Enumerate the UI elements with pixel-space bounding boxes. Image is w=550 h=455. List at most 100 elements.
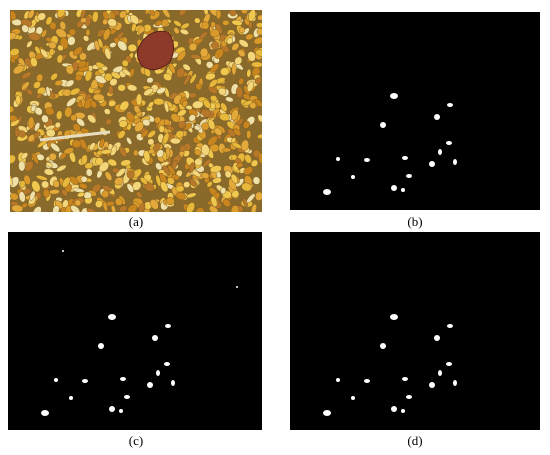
kernel bbox=[250, 159, 259, 167]
kernel bbox=[231, 190, 240, 199]
kernel bbox=[45, 16, 53, 26]
kernel bbox=[18, 191, 26, 203]
kernel bbox=[66, 97, 77, 107]
kernel bbox=[242, 93, 251, 101]
kernel bbox=[210, 196, 218, 207]
kernel bbox=[201, 108, 211, 118]
kernel bbox=[241, 10, 248, 15]
kernel bbox=[189, 178, 197, 187]
kernel bbox=[242, 100, 253, 107]
kernel bbox=[156, 149, 164, 158]
kernel bbox=[183, 74, 191, 86]
kernel bbox=[90, 100, 98, 109]
kernel bbox=[63, 147, 74, 155]
kernel bbox=[101, 65, 108, 72]
kernel bbox=[141, 129, 149, 138]
kernel bbox=[256, 28, 262, 36]
blob bbox=[390, 93, 398, 99]
kernel bbox=[108, 85, 114, 95]
kernel bbox=[189, 73, 197, 84]
kernel bbox=[220, 67, 230, 76]
blob bbox=[406, 395, 412, 399]
kernel bbox=[201, 144, 210, 156]
kernel bbox=[142, 118, 151, 127]
kernel bbox=[36, 175, 48, 181]
kernel bbox=[257, 114, 262, 123]
kernel bbox=[210, 63, 220, 73]
kernel bbox=[257, 133, 262, 139]
kernel bbox=[80, 127, 90, 135]
kernel bbox=[114, 177, 124, 186]
kernel bbox=[205, 72, 216, 81]
kernel bbox=[117, 40, 128, 52]
kernel bbox=[109, 78, 118, 87]
kernel bbox=[214, 48, 224, 59]
kernel bbox=[83, 191, 92, 199]
kernel bbox=[153, 98, 165, 106]
kernel bbox=[122, 68, 132, 77]
kernel bbox=[102, 28, 111, 41]
kernel bbox=[230, 205, 240, 212]
kernel bbox=[54, 121, 61, 129]
kernel bbox=[27, 10, 35, 19]
kernel bbox=[211, 41, 220, 50]
kernel bbox=[56, 10, 66, 18]
kernel bbox=[124, 10, 130, 14]
blob bbox=[147, 382, 153, 388]
kernel bbox=[209, 29, 220, 38]
kernel bbox=[206, 181, 213, 188]
blob bbox=[351, 175, 355, 179]
kernel bbox=[230, 173, 239, 184]
kernel bbox=[168, 63, 176, 74]
kernel bbox=[92, 11, 99, 23]
kernel bbox=[251, 61, 262, 68]
kernel bbox=[207, 135, 218, 146]
kernel bbox=[48, 152, 57, 161]
kernel bbox=[104, 47, 112, 60]
kernel bbox=[85, 168, 93, 177]
blob bbox=[364, 379, 370, 383]
kernel bbox=[226, 37, 233, 45]
blob bbox=[391, 406, 397, 412]
kernel bbox=[32, 206, 42, 212]
kernel bbox=[143, 150, 151, 163]
kernel bbox=[161, 18, 169, 27]
kernel bbox=[155, 174, 162, 187]
kernel bbox=[79, 52, 87, 61]
kernel bbox=[222, 19, 230, 26]
kernel bbox=[148, 10, 155, 16]
blob bbox=[171, 380, 175, 386]
kernel bbox=[229, 10, 237, 17]
blobs-b bbox=[323, 93, 457, 195]
blob bbox=[82, 379, 88, 383]
kernel bbox=[149, 199, 159, 210]
kernel bbox=[56, 110, 63, 120]
kernel bbox=[210, 95, 218, 102]
kernel bbox=[245, 33, 254, 41]
kernel bbox=[133, 105, 141, 114]
kernel bbox=[15, 95, 21, 105]
kernel bbox=[231, 42, 240, 51]
kernel bbox=[237, 49, 246, 57]
kernel bbox=[147, 138, 155, 146]
kernel bbox=[77, 191, 85, 198]
kernel bbox=[31, 180, 41, 193]
blob bbox=[41, 410, 49, 416]
kernel bbox=[45, 161, 53, 168]
blob bbox=[429, 161, 435, 167]
blob bbox=[108, 314, 116, 320]
kernel bbox=[153, 142, 161, 152]
kernel bbox=[162, 132, 170, 144]
kernel bbox=[24, 160, 34, 172]
kernel bbox=[238, 39, 249, 48]
kernel bbox=[117, 84, 126, 92]
kernel bbox=[236, 162, 244, 168]
kernel bbox=[255, 99, 262, 107]
kernel bbox=[135, 93, 143, 106]
kernel bbox=[179, 28, 189, 35]
kernel bbox=[170, 137, 181, 145]
kernel bbox=[21, 71, 32, 79]
blob bbox=[401, 409, 405, 413]
kernel bbox=[13, 64, 25, 75]
kernel bbox=[41, 114, 49, 123]
